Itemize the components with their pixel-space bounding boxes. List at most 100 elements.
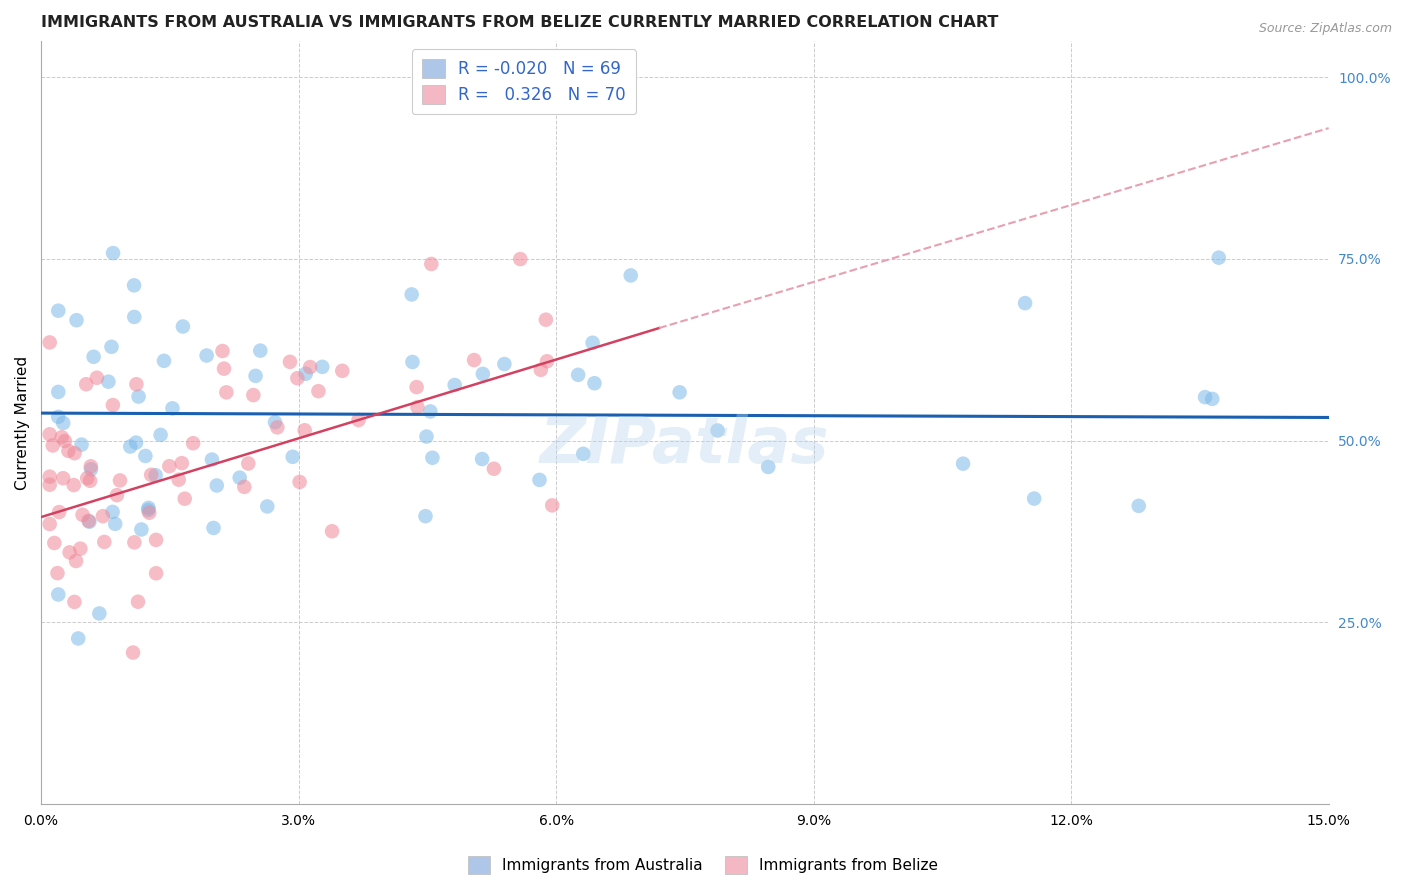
Point <box>157 459 180 474</box>
Point <box>46 303 69 318</box>
Point <box>311 359 333 374</box>
Point <box>294 367 316 381</box>
Point <box>406 400 429 414</box>
Point <box>256 500 278 514</box>
Point <box>38 335 60 350</box>
Point <box>138 500 160 515</box>
Point <box>201 452 224 467</box>
Point <box>134 449 156 463</box>
Point <box>541 499 564 513</box>
Point <box>443 378 465 392</box>
Point <box>58 443 80 458</box>
Legend: Immigrants from Australia, Immigrants from Belize: Immigrants from Australia, Immigrants fr… <box>463 850 943 880</box>
Point <box>127 595 149 609</box>
Point <box>202 521 225 535</box>
Point <box>401 355 423 369</box>
Point <box>422 450 444 465</box>
Point <box>321 524 343 539</box>
Point <box>65 554 87 568</box>
Text: Source: ZipAtlas.com: Source: ZipAtlas.com <box>1258 22 1392 36</box>
Point <box>211 344 233 359</box>
Point <box>46 566 69 581</box>
Point <box>706 424 728 438</box>
Point <box>65 313 87 327</box>
Point <box>101 398 124 412</box>
Point <box>77 514 100 528</box>
Point <box>581 335 603 350</box>
Point <box>572 447 595 461</box>
Point <box>58 545 80 559</box>
Point <box>1024 491 1046 506</box>
Point <box>249 343 271 358</box>
Point <box>266 420 288 434</box>
Point <box>287 371 309 385</box>
Point <box>63 595 86 609</box>
Point <box>401 287 423 301</box>
Point <box>46 587 69 601</box>
Point <box>534 312 557 326</box>
Point <box>141 467 163 482</box>
Point <box>536 354 558 368</box>
Point <box>463 353 485 368</box>
Point <box>76 471 98 485</box>
Point <box>212 361 235 376</box>
Point <box>38 477 60 491</box>
Point <box>105 488 128 502</box>
Point <box>162 401 184 416</box>
Point <box>79 474 101 488</box>
Point <box>80 459 103 474</box>
Point <box>278 355 301 369</box>
Text: ZIPatlas: ZIPatlas <box>540 415 830 476</box>
Point <box>145 566 167 581</box>
Point <box>415 509 437 524</box>
Point <box>120 440 142 454</box>
Point <box>330 364 353 378</box>
Point <box>131 523 153 537</box>
Point <box>63 446 86 460</box>
Point <box>756 459 779 474</box>
Point <box>48 505 70 519</box>
Point <box>153 354 176 368</box>
Point <box>167 473 190 487</box>
Legend: R = -0.020   N = 69, R =   0.326   N = 70: R = -0.020 N = 69, R = 0.326 N = 70 <box>412 49 636 114</box>
Point <box>125 377 148 392</box>
Point <box>238 457 260 471</box>
Point <box>93 535 115 549</box>
Point <box>173 491 195 506</box>
Point <box>125 435 148 450</box>
Point <box>79 515 101 529</box>
Point <box>1014 296 1036 310</box>
Point <box>72 508 94 522</box>
Point <box>405 380 427 394</box>
Point <box>215 385 238 400</box>
Point <box>53 434 76 448</box>
Point <box>145 468 167 483</box>
Point <box>86 370 108 384</box>
Point <box>294 423 316 437</box>
Point <box>195 349 218 363</box>
Point <box>494 357 516 371</box>
Point <box>124 535 146 549</box>
Point <box>1201 392 1223 406</box>
Point <box>122 278 145 293</box>
Point <box>149 428 172 442</box>
Point <box>170 456 193 470</box>
Point <box>205 478 228 492</box>
Point <box>100 340 122 354</box>
Y-axis label: Currently Married: Currently Married <box>15 356 30 490</box>
Point <box>482 461 505 475</box>
Point <box>620 268 643 283</box>
Point <box>52 471 75 485</box>
Point <box>567 368 589 382</box>
Point <box>145 533 167 547</box>
Point <box>952 457 974 471</box>
Point <box>509 252 531 266</box>
Point <box>288 475 311 489</box>
Point <box>80 462 103 476</box>
Point <box>75 377 97 392</box>
Point <box>299 360 322 375</box>
Point <box>138 506 160 520</box>
Point <box>419 404 441 418</box>
Point <box>471 452 494 467</box>
Point <box>62 478 84 492</box>
